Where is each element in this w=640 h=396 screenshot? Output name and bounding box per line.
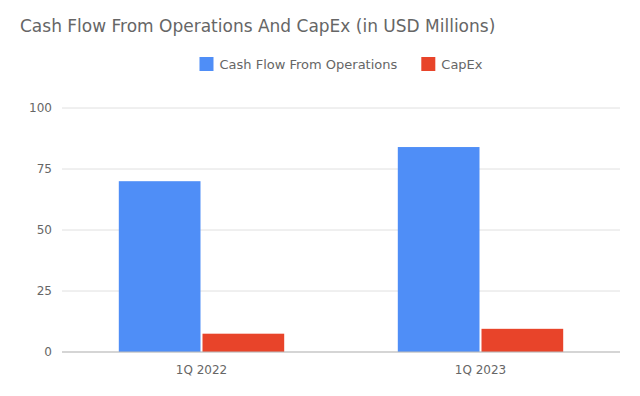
legend-label: CapEx	[441, 57, 483, 72]
bar	[482, 329, 564, 352]
bar	[398, 147, 480, 352]
legend-swatch	[421, 57, 435, 71]
bar	[119, 181, 201, 352]
chart-container: Cash Flow From Operations And CapEx (in …	[0, 0, 640, 396]
y-tick-label: 50	[37, 223, 52, 237]
x-axis-line	[62, 352, 620, 353]
legend-item: Cash Flow From Operations	[199, 57, 397, 72]
background	[0, 0, 640, 396]
y-tick-label: 100	[29, 101, 52, 115]
grid-line	[62, 169, 620, 170]
x-axis: 1Q 2022 1Q 2023	[176, 363, 506, 377]
y-tick-label: 75	[37, 162, 52, 176]
grid-line	[62, 352, 620, 353]
chart-title: Cash Flow From Operations And CapEx (in …	[20, 16, 495, 36]
legend-label: Cash Flow From Operations	[219, 57, 397, 72]
legend-item: CapEx	[421, 57, 483, 72]
y-axis: 0 25 50 75 100	[29, 101, 52, 359]
y-tick-label: 0	[44, 345, 52, 359]
legend-swatch	[199, 57, 213, 71]
x-tick-label: 1Q 2023	[455, 363, 506, 377]
chart-svg: Cash Flow From Operations And CapEx (in …	[0, 0, 640, 396]
bar	[203, 334, 285, 352]
bars	[119, 147, 563, 352]
legend: Cash Flow From Operations CapEx	[199, 57, 482, 72]
grid	[62, 108, 620, 352]
y-tick-label: 25	[37, 284, 52, 298]
grid-line	[62, 108, 620, 109]
x-tick-label: 1Q 2022	[176, 363, 227, 377]
